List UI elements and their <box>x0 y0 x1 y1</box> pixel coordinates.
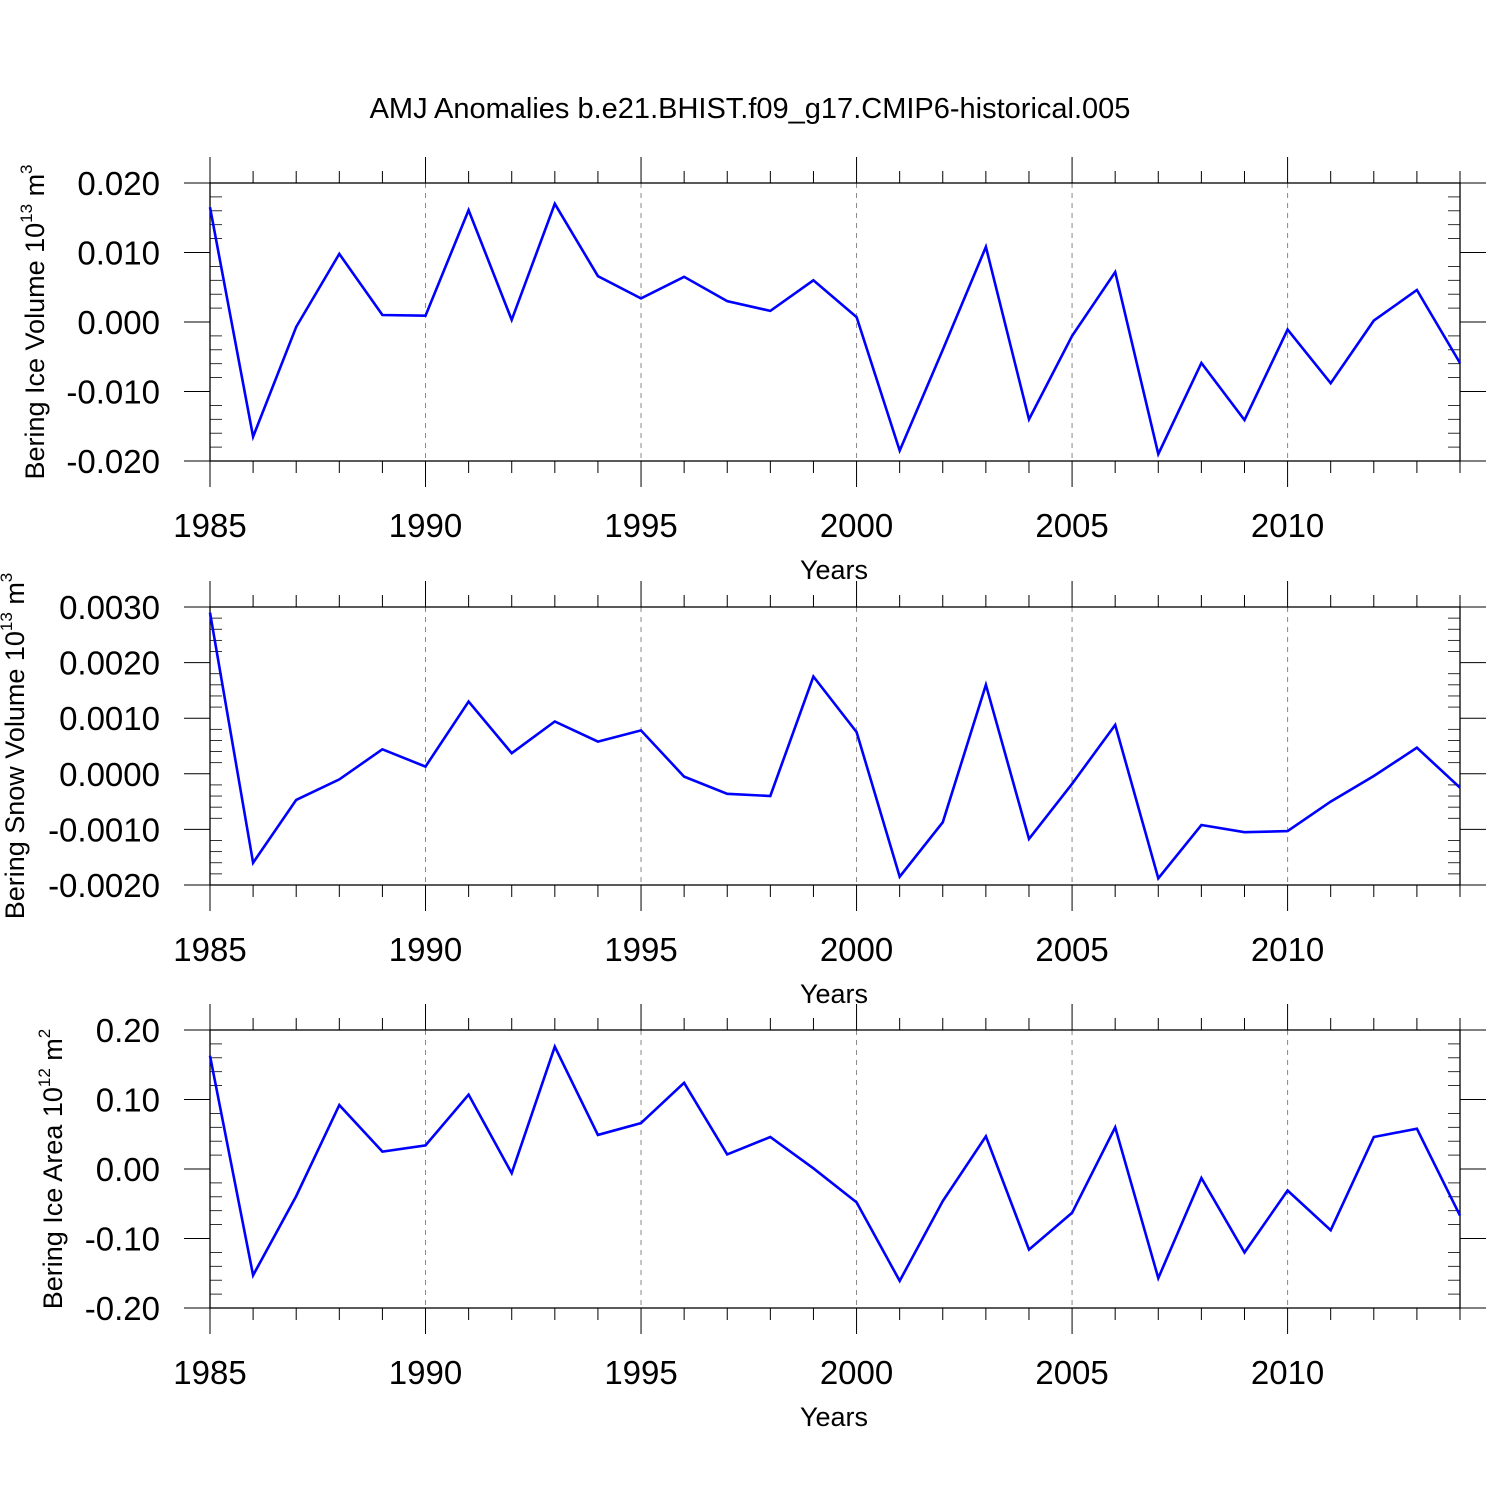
x-tick-label: 1985 <box>173 931 246 968</box>
y-tick-label: 0.010 <box>77 235 160 272</box>
y-tick-label: 0.0030 <box>59 589 160 626</box>
x-axis-label: Years <box>800 979 868 1009</box>
y-tick-label: 0.10 <box>96 1082 160 1119</box>
y-tick-label: 0.0010 <box>59 700 160 737</box>
x-tick-label: 2000 <box>820 1354 893 1391</box>
y-tick-label: 0.000 <box>77 304 160 341</box>
x-axis-label: Years <box>800 555 868 585</box>
y-axis-label: Bering Ice Volume 1013 m3 <box>17 164 50 479</box>
chart-panel-3: -0.20 -0.10 0.00 0.10 0.20 1985 1990 1995 2000 20… <box>35 1004 1486 1432</box>
x-tick-label: 2005 <box>1035 931 1108 968</box>
x-tick-label: 1985 <box>173 1354 246 1391</box>
y-tick-label: -0.0010 <box>48 811 160 848</box>
x-tick-label: 2005 <box>1035 507 1108 544</box>
figure-title: AMJ Anomalies b.e21.BHIST.f09_g17.CMIP6-… <box>370 93 1131 125</box>
plot-frame <box>209 1029 1461 1309</box>
y-tick-label: -0.10 <box>85 1221 160 1258</box>
x-tick-label: 2010 <box>1251 931 1324 968</box>
y-tick-label: -0.0020 <box>48 867 160 904</box>
x-tick-label: 2000 <box>820 507 893 544</box>
y-axis-label: Bering Ice Area 1012 m2 <box>35 1029 68 1310</box>
series-line <box>208 612 1461 882</box>
x-tick-label: 1995 <box>604 507 677 544</box>
y-axis-label: Bering Snow Volume 1013 m3 <box>0 573 30 920</box>
x-tick-label: 2010 <box>1251 507 1324 544</box>
x-tick-label: 1990 <box>389 1354 462 1391</box>
x-tick-label: 1985 <box>173 507 246 544</box>
y-tick-label: -0.010 <box>66 374 160 411</box>
y-tick-label: -0.20 <box>85 1290 160 1327</box>
y-tick-label: 0.0020 <box>59 645 160 682</box>
y-tick-label: 0.0000 <box>59 756 160 793</box>
plot-frame <box>209 182 1461 462</box>
x-tick-label: 2005 <box>1035 1354 1108 1391</box>
x-tick-label: 1990 <box>389 507 462 544</box>
x-tick-label: 1995 <box>604 1354 677 1391</box>
y-tick-label: -0.020 <box>66 443 160 480</box>
x-tick-label: 2000 <box>820 931 893 968</box>
y-tick-label: 0.20 <box>96 1012 160 1049</box>
chart-panel-1: -0.020 -0.010 0.000 0.010 0.020 1985 1990 1995 2… <box>17 157 1486 585</box>
x-tick-label: 1995 <box>604 931 677 968</box>
x-tick-label: 2010 <box>1251 1354 1324 1391</box>
x-tick-label: 1990 <box>389 931 462 968</box>
series-line <box>208 1043 1462 1284</box>
series-line <box>208 200 1462 459</box>
y-tick-label: 0.020 <box>77 165 160 202</box>
y-tick-label: 0.00 <box>96 1151 160 1188</box>
plot-frame <box>209 606 1461 886</box>
chart-panel-2: -0.0020 -0.0010 0.0000 0.0010 0.0020 0.0030 19… <box>0 573 1486 1009</box>
x-axis-label: Years <box>800 1402 868 1432</box>
